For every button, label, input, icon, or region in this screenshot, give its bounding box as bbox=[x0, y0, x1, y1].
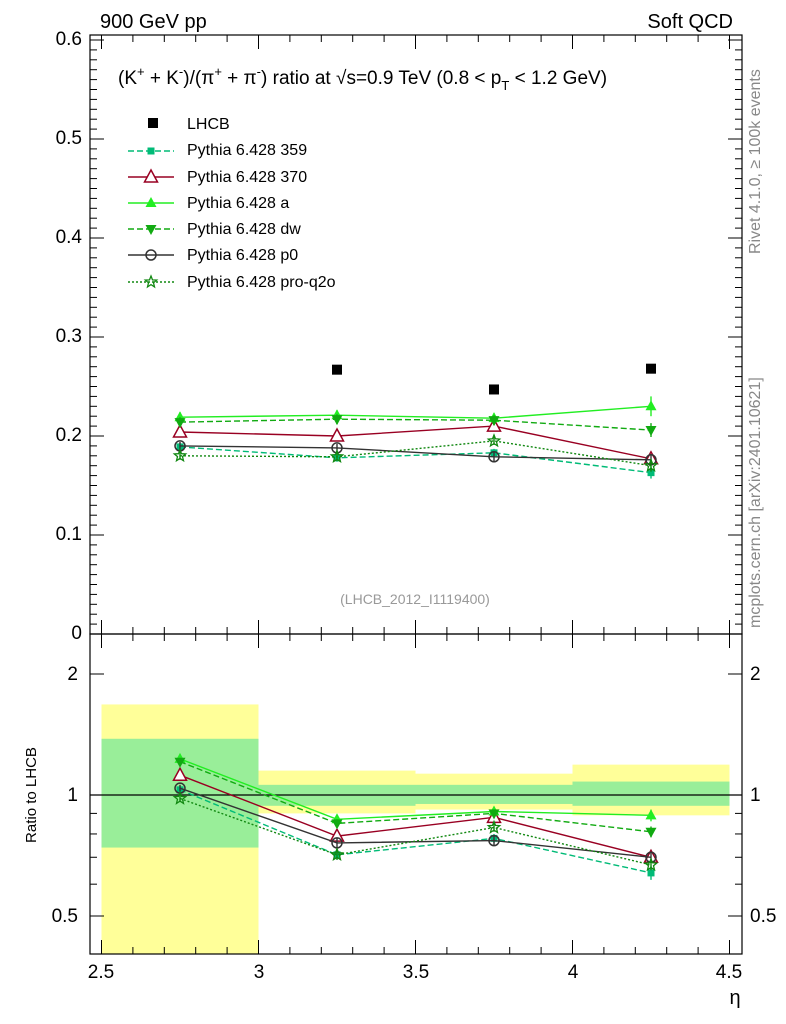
rivet-label: Rivet 4.1.0, ≥ 100k events bbox=[747, 69, 764, 254]
x-tick-2.5: 2.5 bbox=[88, 962, 114, 983]
legend-entry-lhcb: LHCB bbox=[148, 116, 230, 133]
legend-series-entries: Pythia 6.428 359 Pythia 6.428 370 Pythia… bbox=[128, 142, 336, 291]
ratio-panel: 2 1 0.5 2 1 0.5 Ratio to LHCB 2.5 3 3.5 … bbox=[23, 633, 776, 1009]
legend-marker-5 bbox=[143, 274, 159, 289]
legend-lhcb-label: LHCB bbox=[187, 116, 230, 133]
ratio-point bbox=[172, 766, 188, 781]
ratio-line-3 bbox=[179, 761, 652, 833]
legend-label-p0: Pythia 6.428 p0 bbox=[187, 247, 298, 264]
y-tick-0.4: 0.4 bbox=[56, 227, 83, 248]
legend-label-pro-q2o: Pythia 6.428 pro-q2o bbox=[187, 274, 336, 291]
ratio-point bbox=[645, 827, 657, 838]
legend-lhcb-marker bbox=[148, 118, 158, 128]
ratio-line-1 bbox=[179, 774, 652, 858]
ratio-point bbox=[331, 819, 343, 830]
ratio-ytick-left-2: 2 bbox=[67, 664, 78, 685]
y-tick-0.6: 0.6 bbox=[56, 29, 82, 50]
main-line-1 bbox=[179, 425, 652, 460]
header-left: 900 GeV pp bbox=[100, 11, 207, 33]
y-tick-0: 0 bbox=[71, 623, 82, 644]
ratio-point bbox=[174, 757, 186, 768]
chart-title: (K+ + K-)/(π+ + π-) ratio at √s=0.9 TeV … bbox=[118, 64, 607, 93]
ratio-data-layer bbox=[172, 752, 659, 880]
header-right: Soft QCD bbox=[647, 11, 733, 33]
ratio-point bbox=[488, 809, 500, 820]
ratio-ytick-right-0.5: 0.5 bbox=[750, 906, 776, 927]
legend-label-359: Pythia 6.428 359 bbox=[187, 142, 307, 159]
ratio-line-0 bbox=[179, 789, 652, 874]
main-line-3 bbox=[179, 418, 652, 431]
y-tick-0.2: 0.2 bbox=[56, 425, 82, 446]
y-tick-0.5: 0.5 bbox=[56, 128, 82, 149]
x-tick-3: 3 bbox=[254, 962, 265, 983]
ratio-axis-ticks bbox=[90, 634, 742, 954]
x-tick-4.5: 4.5 bbox=[716, 962, 742, 983]
ratio-ylabel: Ratio to LHCB bbox=[23, 747, 40, 843]
ratio-ytick-left-1: 1 bbox=[67, 785, 78, 806]
ratio-band-inner bbox=[572, 781, 730, 806]
ratio-ytick-right-2: 2 bbox=[750, 664, 761, 685]
analysis-watermark: (LHCB_2012_I1119400) bbox=[340, 591, 490, 607]
legend-marker-1 bbox=[143, 168, 159, 183]
main-point bbox=[647, 469, 655, 477]
ratio-point bbox=[486, 819, 502, 834]
main-line-4 bbox=[179, 445, 652, 461]
legend-label-dw: Pythia 6.428 dw bbox=[187, 221, 301, 238]
main-point bbox=[645, 426, 657, 437]
main-point bbox=[331, 415, 343, 426]
main-point bbox=[488, 416, 500, 427]
lhcb-data-point bbox=[332, 364, 342, 375]
main-point bbox=[645, 400, 657, 411]
main-point bbox=[488, 451, 500, 463]
legend-marker-3 bbox=[145, 225, 157, 235]
ratio-line-2 bbox=[179, 758, 652, 821]
ratio-line-4 bbox=[179, 787, 652, 858]
ratio-point bbox=[329, 846, 345, 862]
ratio-ytick-right-1: 1 bbox=[750, 785, 761, 806]
main-axis-ticks bbox=[90, 35, 742, 635]
ratio-band-inner bbox=[415, 784, 573, 804]
main-point bbox=[486, 433, 502, 448]
lhcb-data-point bbox=[489, 384, 499, 395]
legend-marker-2 bbox=[145, 197, 157, 207]
main-y-tick-labels: 0 0.1 0.2 0.3 0.4 0.5 0.6 bbox=[56, 29, 83, 644]
main-point bbox=[172, 447, 188, 463]
main-data-layer bbox=[172, 363, 659, 479]
legend-label-370: Pythia 6.428 370 bbox=[187, 169, 307, 186]
main-point bbox=[174, 418, 186, 429]
lhcb-data-point bbox=[646, 363, 656, 374]
main-point bbox=[329, 427, 345, 442]
legend-marker-4 bbox=[145, 249, 157, 261]
ratio-point bbox=[172, 790, 188, 805]
main-line-2 bbox=[179, 405, 652, 419]
main-point bbox=[329, 448, 345, 464]
y-tick-0.3: 0.3 bbox=[56, 326, 82, 347]
legend-label-a: Pythia 6.428 a bbox=[187, 195, 289, 212]
legend: LHCB Pythia 6.428 359 Pythia 6.428 370 P… bbox=[128, 116, 336, 291]
x-tick-3.5: 3.5 bbox=[403, 962, 429, 983]
ratio-bands bbox=[101, 704, 730, 954]
main-point bbox=[172, 423, 188, 438]
ratio-point bbox=[643, 857, 659, 872]
ratio-point bbox=[645, 809, 657, 820]
x-axis-label: η bbox=[729, 987, 740, 1009]
main-point bbox=[643, 457, 659, 473]
legend-marker-0 bbox=[147, 147, 155, 155]
ratio-point bbox=[488, 834, 500, 847]
main-line-0 bbox=[179, 446, 652, 474]
ratio-ytick-left-0.5: 0.5 bbox=[52, 906, 78, 927]
mcplots-label: mcplots.cern.ch [arXiv:2401.10621] bbox=[747, 377, 764, 628]
y-tick-0.1: 0.1 bbox=[56, 524, 82, 545]
x-tick-4: 4 bbox=[568, 962, 579, 983]
ratio-point bbox=[647, 869, 655, 877]
main-panel: 0 0.1 0.2 0.3 0.4 0.5 0.6 (K+ + K-)/(π+ … bbox=[56, 29, 743, 644]
